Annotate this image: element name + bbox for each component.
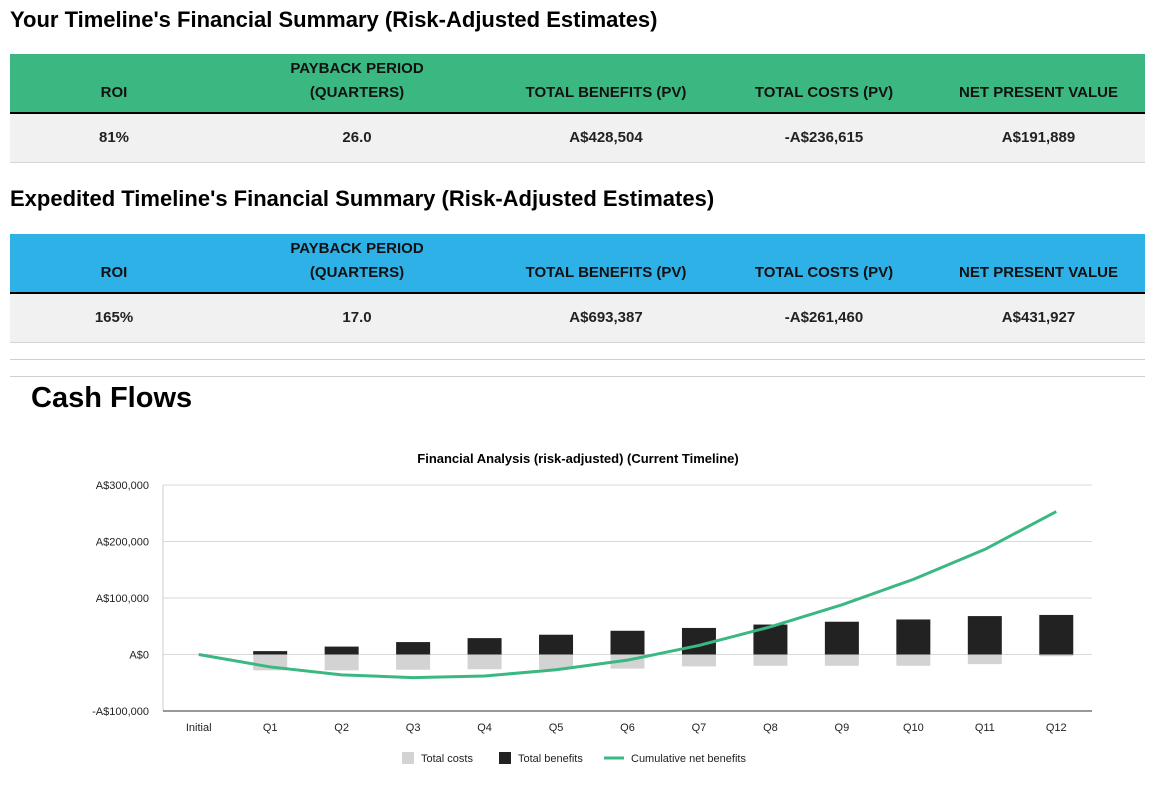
current-summary-header: ROI PAYBACK PERIOD (QUARTERS) TOTAL BENE… (10, 54, 1145, 114)
benefit-bar (610, 630, 645, 655)
header-npv: NET PRESENT VALUE (959, 264, 1118, 281)
header-roi: ROI (100, 84, 128, 101)
cost-bar (1039, 654, 1074, 657)
value-total-benefits: A$428,504 (569, 129, 643, 146)
benefit-bar (539, 634, 574, 655)
x-tick-label: Q2 (334, 722, 349, 734)
chart-gridlines (162, 484, 1092, 712)
cash-flows-title: Cash Flows (31, 382, 193, 414)
header-payback-line1: PAYBACK PERIOD (290, 240, 424, 257)
legend-swatch (402, 752, 414, 764)
y-tick-label: A$0 (129, 650, 149, 662)
header-payback: PAYBACK PERIOD (QUARTERS) (218, 57, 496, 112)
cost-bar (324, 654, 359, 671)
current-summary-title: Your Timeline's Financial Summary (Risk-… (10, 7, 658, 32)
header-total-benefits: TOTAL BENEFITS (PV) (525, 84, 687, 101)
cost-bar (396, 654, 431, 670)
cost-bar (467, 654, 502, 670)
x-tick-label: Q11 (975, 722, 995, 734)
header-payback-line1: PAYBACK PERIOD (290, 60, 424, 77)
x-tick-label: Q7 (692, 722, 707, 734)
chart-title: Financial Analysis (risk-adjusted) (Curr… (417, 451, 738, 466)
chart-legend: Total costs Total benefits Cumulative net … (402, 752, 746, 765)
cost-bar (896, 654, 931, 666)
benefit-bar (1039, 614, 1074, 655)
value-npv: A$191,889 (1001, 129, 1076, 146)
chart-y-axis: -A$100,000 A$0 A$100,000 A$200,000 A$300,000 (92, 480, 149, 718)
x-tick-label: Q6 (620, 722, 635, 734)
header-payback: PAYBACK PERIOD (QUARTERS) (218, 237, 496, 292)
chart-line (198, 510, 1057, 680)
benefit-bar (253, 651, 288, 655)
legend-swatch (499, 752, 511, 764)
x-tick-label: Q5 (549, 722, 564, 734)
expedited-summary-values: 165% 17.0 A$693,387 -A$261,460 A$431,927 (10, 294, 1145, 343)
x-tick-label: Q3 (406, 722, 421, 734)
y-tick-label: A$100,000 (96, 593, 149, 605)
value-total-costs: -A$261,460 (784, 309, 864, 326)
benefit-bar (967, 616, 1002, 655)
value-roi: 165% (94, 309, 134, 326)
value-total-costs: -A$236,615 (784, 129, 864, 146)
expedited-summary-table: ROI PAYBACK PERIOD (QUARTERS) TOTAL BENE… (10, 234, 1145, 343)
header-payback-line2: (QUARTERS) (309, 84, 405, 101)
value-npv: A$431,927 (1001, 309, 1076, 326)
benefit-bar (324, 646, 359, 655)
current-summary-table: ROI PAYBACK PERIOD (QUARTERS) TOTAL BENE… (10, 54, 1145, 163)
expedited-summary-header: ROI PAYBACK PERIOD (QUARTERS) TOTAL BENE… (10, 234, 1145, 294)
y-tick-label: A$200,000 (96, 537, 149, 549)
cash-flow-chart: Financial Analysis (risk-adjusted) (Curr… (92, 451, 1092, 765)
x-tick-label: Q9 (835, 722, 850, 734)
value-total-benefits: A$693,387 (569, 309, 643, 326)
benefit-bar (396, 642, 431, 655)
expedited-summary-title: Expedited Timeline's Financial Summary (… (10, 186, 715, 211)
y-tick-label: A$300,000 (96, 480, 149, 492)
legend-label: Total benefits (518, 753, 583, 765)
chart-bars (253, 614, 1074, 671)
header-payback-line2: (QUARTERS) (309, 264, 405, 281)
y-tick-label: -A$100,000 (92, 706, 149, 718)
header-total-costs: TOTAL COSTS (PV) (754, 84, 894, 101)
cost-bar (753, 654, 788, 666)
section-divider-bottom (10, 376, 1145, 377)
x-tick-label: Q1 (263, 722, 278, 734)
legend-label: Cumulative net benefits (631, 753, 746, 765)
legend-label: Total costs (421, 753, 473, 765)
value-payback: 26.0 (342, 129, 372, 146)
x-tick-label: Q4 (477, 722, 492, 734)
header-total-benefits: TOTAL BENEFITS (PV) (525, 264, 687, 281)
header-npv: NET PRESENT VALUE (959, 84, 1118, 101)
x-tick-label: Q8 (763, 722, 778, 734)
benefit-bar (824, 621, 859, 655)
value-roi: 81% (98, 129, 130, 146)
cost-bar (824, 654, 859, 666)
cumulative-net-benefits-line (198, 510, 1057, 680)
current-summary-values: 81% 26.0 A$428,504 -A$236,615 A$191,889 (10, 114, 1145, 163)
chart-x-axis: Initial Q1 Q2 Q3 Q4 Q5 Q6 Q7 Q8 Q9 Q10 Q11 Q12 (186, 722, 1067, 734)
header-roi: ROI (100, 264, 128, 281)
header-total-costs: TOTAL COSTS (PV) (754, 264, 894, 281)
section-divider-top (10, 359, 1145, 360)
benefit-bar (467, 638, 502, 655)
x-tick-label: Initial (186, 722, 212, 734)
benefit-bar (896, 619, 931, 655)
x-tick-label: Q10 (903, 722, 924, 734)
x-tick-label: Q12 (1046, 722, 1067, 734)
value-payback: 17.0 (342, 309, 372, 326)
cost-bar (539, 654, 574, 670)
cost-bar (967, 654, 1002, 665)
cost-bar (681, 654, 716, 667)
